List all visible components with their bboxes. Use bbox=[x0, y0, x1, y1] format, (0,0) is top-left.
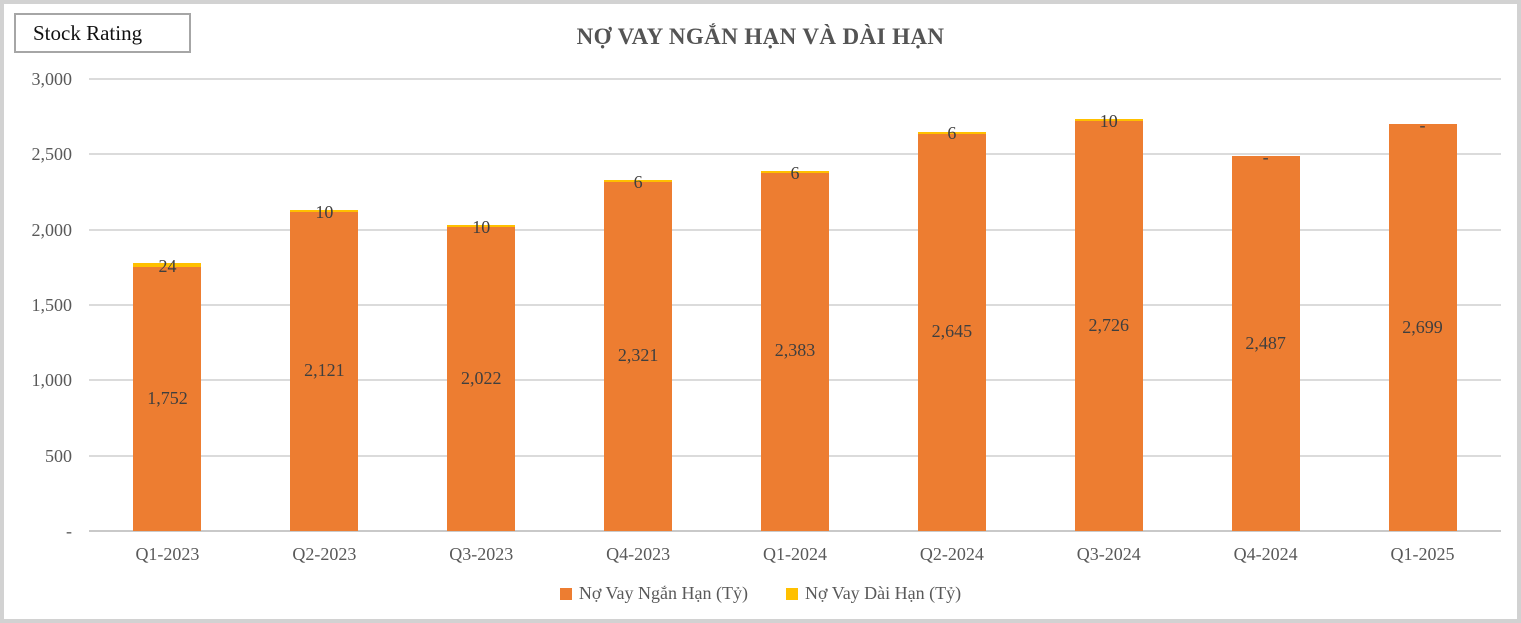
data-label-short-term-Q3-2023: 2,022 bbox=[460, 367, 502, 388]
data-label-short-term-Q2-2023: 2,121 bbox=[304, 360, 345, 381]
legend-label-short-term: Nợ Vay Ngắn Hạn (Tỷ) bbox=[578, 583, 748, 603]
data-label-long-term-Q3-2024: 10 bbox=[1099, 110, 1118, 131]
y-tick-label-0: - bbox=[66, 521, 72, 541]
short-term-swatch-icon bbox=[559, 587, 572, 600]
bar-short-term-Q4-2023 bbox=[604, 181, 673, 531]
x-tick-label-Q1-2024: Q1-2024 bbox=[763, 544, 827, 564]
bar-long-term-Q1-2023 bbox=[133, 263, 202, 268]
gridline-2500 bbox=[89, 153, 1501, 156]
data-label-short-term-Q1-2025: 2,699 bbox=[1402, 316, 1443, 337]
x-tick-label-Q2-2023: Q2-2023 bbox=[292, 544, 357, 564]
legend: Nợ Vay Ngắn Hạn (Tỷ) Nợ Vay Dài Hạn (Tỷ) bbox=[4, 583, 1517, 604]
bar-long-term-Q3-2023 bbox=[447, 224, 516, 227]
bar-long-term-Q1-2024 bbox=[761, 171, 829, 174]
x-tick-label-Q1-2025: Q1-2025 bbox=[1390, 544, 1455, 564]
data-label-short-term-Q4-2023: 2,321 bbox=[617, 345, 659, 366]
chart-title: NỢ VAY NGẮN HẠN VÀ DÀI HẠN bbox=[576, 24, 945, 49]
data-label-long-term-Q2-2023: 10 bbox=[315, 201, 334, 222]
bar-short-term-Q2-2023 bbox=[290, 211, 359, 531]
data-label-long-term-Q4-2024: - bbox=[1262, 147, 1269, 168]
bar-short-term-Q1-2024 bbox=[761, 171, 829, 531]
legend-label-long-term: Nợ Vay Dài Hạn (Tỷ) bbox=[805, 583, 962, 603]
y-tick-label-500: 500 bbox=[45, 445, 72, 466]
data-label-long-term-Q1-2025: - bbox=[1419, 115, 1426, 136]
data-label-long-term-Q2-2024: 6 bbox=[947, 123, 957, 144]
bar-short-term-Q2-2024 bbox=[917, 132, 986, 531]
data-label-long-term-Q4-2023: 6 bbox=[633, 171, 643, 192]
data-label-long-term-Q1-2023: 24 bbox=[158, 256, 177, 277]
data-label-short-term-Q1-2024: 2,383 bbox=[774, 340, 816, 361]
data-label-short-term-Q1-2023: 1,752 bbox=[147, 388, 188, 409]
y-tick-label-3000: 3,000 bbox=[31, 69, 73, 89]
x-tick-label-Q3-2023: Q3-2023 bbox=[449, 544, 514, 564]
y-tick-label-2000: 2,000 bbox=[31, 219, 73, 240]
x-tick-label-Q4-2023: Q4-2023 bbox=[606, 544, 671, 564]
data-label-short-term-Q4-2024: 2,487 bbox=[1245, 332, 1286, 353]
gridline-3000 bbox=[89, 78, 1501, 80]
x-tick-label-Q2-2024: Q2-2024 bbox=[919, 544, 984, 564]
data-label-long-term-Q1-2024: 6 bbox=[790, 162, 800, 183]
bar-short-term-Q4-2024 bbox=[1231, 156, 1300, 531]
y-tick-label-1000: 1,000 bbox=[31, 370, 73, 391]
plot-area: 1,752 24 2,121 10 2,022 10 2,321 6 2,383 6 2,645 6 2… bbox=[89, 78, 1501, 532]
stock-rating-badge: Stock Rating bbox=[14, 13, 191, 53]
bar-short-term-Q3-2024 bbox=[1074, 120, 1143, 531]
bar-short-term-Q1-2023 bbox=[133, 267, 202, 531]
data-label-short-term-Q3-2024: 2,726 bbox=[1088, 314, 1130, 335]
data-label-short-term-Q2-2024: 2,645 bbox=[931, 320, 973, 341]
x-tick-label-Q4-2024: Q4-2024 bbox=[1233, 544, 1298, 564]
stock-rating-label: Stock Rating bbox=[33, 20, 143, 45]
bar-long-term-Q2-2024 bbox=[917, 131, 986, 134]
data-label-long-term-Q3-2023: 10 bbox=[472, 216, 491, 237]
long-term-swatch-icon bbox=[786, 587, 798, 600]
legend-item-short-term: Nợ Vay Ngắn Hạn (Tỷ) bbox=[559, 583, 748, 604]
bar-short-term-Q3-2023 bbox=[447, 226, 516, 531]
legend-item-long-term: Nợ Vay Dài Hạn (Tỷ) bbox=[786, 583, 961, 604]
y-tick-label-2500: 2,500 bbox=[31, 144, 73, 165]
x-tick-label-Q1-2023: Q1-2023 bbox=[135, 544, 200, 564]
gridline-0 bbox=[89, 530, 1501, 532]
y-tick-label-1500: 1,500 bbox=[31, 295, 73, 315]
x-tick-label-Q3-2024: Q3-2024 bbox=[1076, 544, 1141, 564]
bar-long-term-Q3-2024 bbox=[1074, 118, 1143, 121]
bar-short-term-Q1-2025 bbox=[1388, 124, 1457, 531]
bar-long-term-Q2-2023 bbox=[290, 209, 359, 212]
bar-long-term-Q4-2023 bbox=[604, 180, 673, 183]
